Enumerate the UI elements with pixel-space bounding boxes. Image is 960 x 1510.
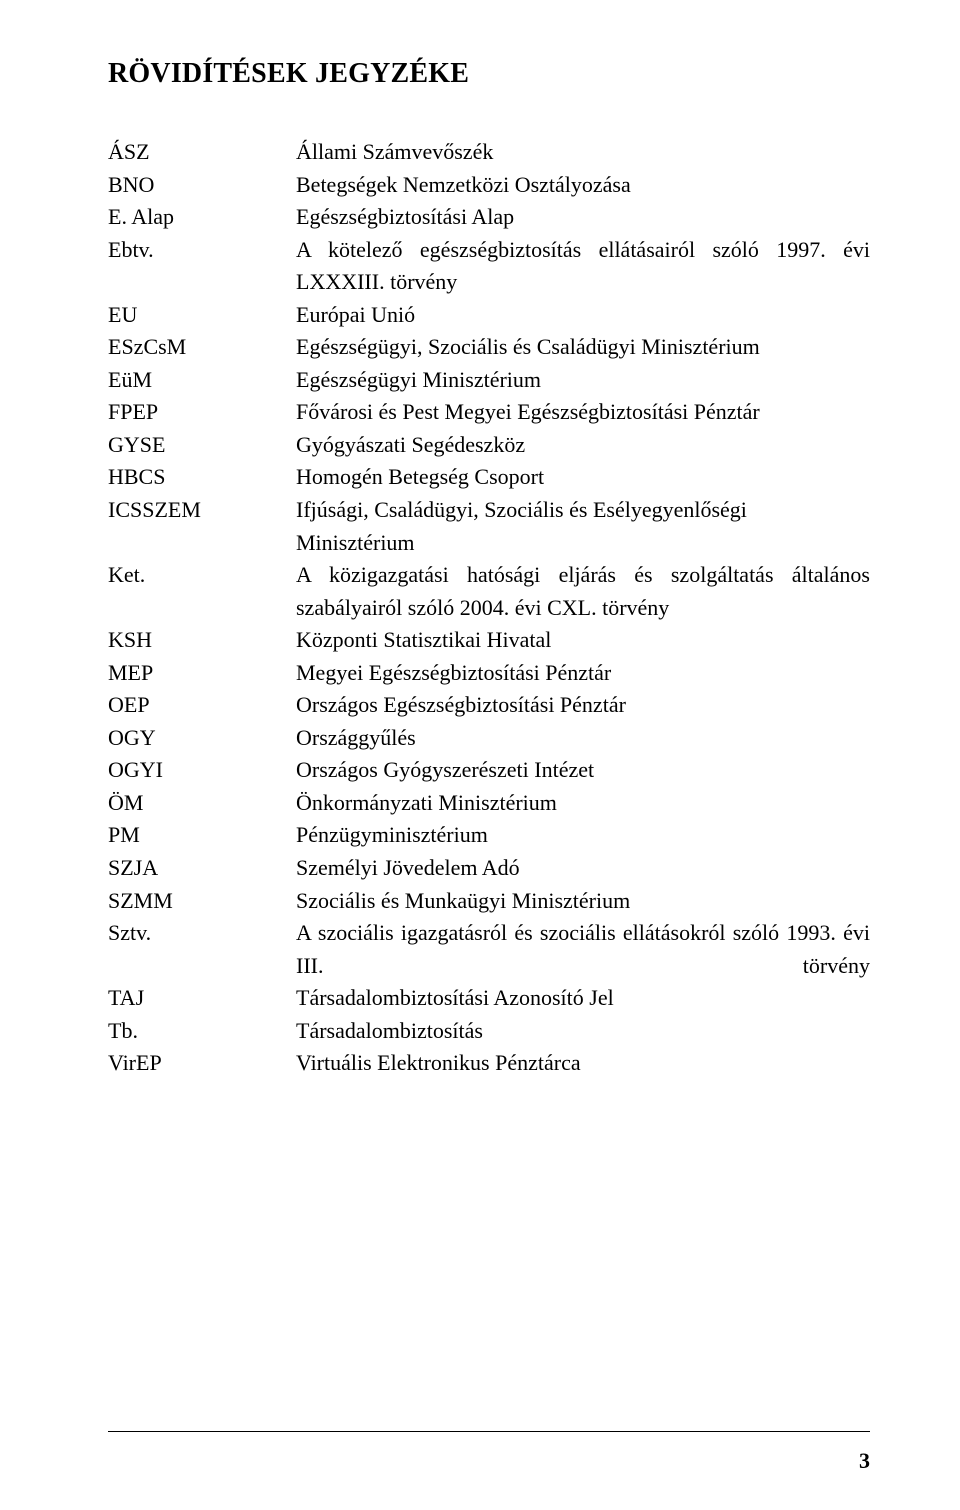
definition: Egészségbiztosítási Alap <box>296 201 870 234</box>
definition: Önkormányzati Minisztérium <box>296 787 870 820</box>
definition: Országgyűlés <box>296 722 870 755</box>
list-item: OEPOrszágos Egészségbiztosítási Pénztár <box>108 689 870 722</box>
abbreviation: OGY <box>108 722 296 755</box>
abbreviation: OGYI <box>108 754 296 787</box>
definition: Társadalombiztosítás <box>296 1015 870 1048</box>
abbreviation: SZMM <box>108 885 296 918</box>
list-item: E. AlapEgészségbiztosítási Alap <box>108 201 870 234</box>
abbreviation: SZJA <box>108 852 296 885</box>
list-item: EüMEgészségügyi Minisztérium <box>108 364 870 397</box>
list-item: Ebtv.A kötelező egészségbiztosítás ellát… <box>108 234 870 299</box>
abbreviation: Sztv. <box>108 917 296 950</box>
list-item: SZMMSzociális és Munkaügyi Minisztérium <box>108 885 870 918</box>
abbreviation: VirEP <box>108 1047 296 1080</box>
abbreviation: GYSE <box>108 429 296 462</box>
abbreviation: EüM <box>108 364 296 397</box>
list-item: KSHKözponti Statisztikai Hivatal <box>108 624 870 657</box>
definition: Fővárosi és Pest Megyei Egészségbiztosít… <box>296 396 870 429</box>
list-item: TAJTársadalombiztosítási Azonosító Jel <box>108 982 870 1015</box>
list-item: ESzCsMEgészségügyi, Szociális és Családü… <box>108 331 870 364</box>
abbreviation: TAJ <box>108 982 296 1015</box>
list-item: EUEurópai Unió <box>108 299 870 332</box>
abbreviation: KSH <box>108 624 296 657</box>
list-item: SZJASzemélyi Jövedelem Adó <box>108 852 870 885</box>
list-item: ÁSZÁllami Számvevőszék <box>108 136 870 169</box>
abbreviation: HBCS <box>108 461 296 494</box>
definition: Gyógyászati Segédeszköz <box>296 429 870 462</box>
definition: Megyei Egészségbiztosítási Pénztár <box>296 657 870 690</box>
definition: A kötelező egészségbiztosítás ellátásair… <box>296 234 870 299</box>
abbreviation: ICSSZEM <box>108 494 296 527</box>
definition: Egészségügyi Minisztérium <box>296 364 870 397</box>
page-number: 3 <box>859 1448 870 1474</box>
list-item: MEPMegyei Egészségbiztosítási Pénztár <box>108 657 870 690</box>
abbreviation: ÁSZ <box>108 136 296 169</box>
list-item: Ket.A közigazgatási hatósági eljárás és … <box>108 559 870 624</box>
list-item: PMPénzügyminisztérium <box>108 819 870 852</box>
list-item: BNOBetegségek Nemzetközi Osztályozása <box>108 169 870 202</box>
list-item: Tb.Társadalombiztosítás <box>108 1015 870 1048</box>
definition: Országos Egészségbiztosítási Pénztár <box>296 689 870 722</box>
list-item: HBCSHomogén Betegség Csoport <box>108 461 870 494</box>
list-item: Sztv.A szociális igazgatásról és szociál… <box>108 917 870 982</box>
abbreviation: EU <box>108 299 296 332</box>
abbreviation: E. Alap <box>108 201 296 234</box>
definition: Pénzügyminisztérium <box>296 819 870 852</box>
abbreviation: OEP <box>108 689 296 722</box>
abbreviation: MEP <box>108 657 296 690</box>
abbreviation: Ebtv. <box>108 234 296 267</box>
definition: Betegségek Nemzetközi Osztályozása <box>296 169 870 202</box>
footer-rule <box>108 1431 870 1432</box>
definition: Virtuális Elektronikus Pénztárca <box>296 1047 870 1080</box>
definition: Egészségügyi, Szociális és Családügyi Mi… <box>296 331 870 364</box>
abbreviation: PM <box>108 819 296 852</box>
page-title: RÖVIDÍTÉSEK JEGYZÉKE <box>108 58 870 90</box>
list-item: OGYIOrszágos Gyógyszerészeti Intézet <box>108 754 870 787</box>
list-item: VirEPVirtuális Elektronikus Pénztárca <box>108 1047 870 1080</box>
definition: Ifjúsági, Családügyi, Szociális és Esély… <box>296 494 870 559</box>
definition: A közigazgatási hatósági eljárás és szol… <box>296 559 870 624</box>
definition: A szociális igazgatásról és szociális el… <box>296 917 870 982</box>
abbreviation: Tb. <box>108 1015 296 1048</box>
list-item: OGYOrszággyűlés <box>108 722 870 755</box>
list-item: FPEPFővárosi és Pest Megyei Egészségbizt… <box>108 396 870 429</box>
definition: Országos Gyógyszerészeti Intézet <box>296 754 870 787</box>
list-item: ÖMÖnkormányzati Minisztérium <box>108 787 870 820</box>
abbreviation: BNO <box>108 169 296 202</box>
definition: Szociális és Munkaügyi Minisztérium <box>296 885 870 918</box>
definition: Központi Statisztikai Hivatal <box>296 624 870 657</box>
abbreviation-list: ÁSZÁllami SzámvevőszékBNOBetegségek Nemz… <box>108 136 870 1080</box>
definition: Homogén Betegség Csoport <box>296 461 870 494</box>
definition: Társadalombiztosítási Azonosító Jel <box>296 982 870 1015</box>
definition: Európai Unió <box>296 299 870 332</box>
definition: Állami Számvevőszék <box>296 136 870 169</box>
abbreviation: FPEP <box>108 396 296 429</box>
abbreviation: ÖM <box>108 787 296 820</box>
list-item: ICSSZEMIfjúsági, Családügyi, Szociális é… <box>108 494 870 559</box>
definition: Személyi Jövedelem Adó <box>296 852 870 885</box>
abbreviation: Ket. <box>108 559 296 592</box>
abbreviation: ESzCsM <box>108 331 296 364</box>
page: RÖVIDÍTÉSEK JEGYZÉKE ÁSZÁllami Számvevős… <box>0 0 960 1510</box>
list-item: GYSEGyógyászati Segédeszköz <box>108 429 870 462</box>
